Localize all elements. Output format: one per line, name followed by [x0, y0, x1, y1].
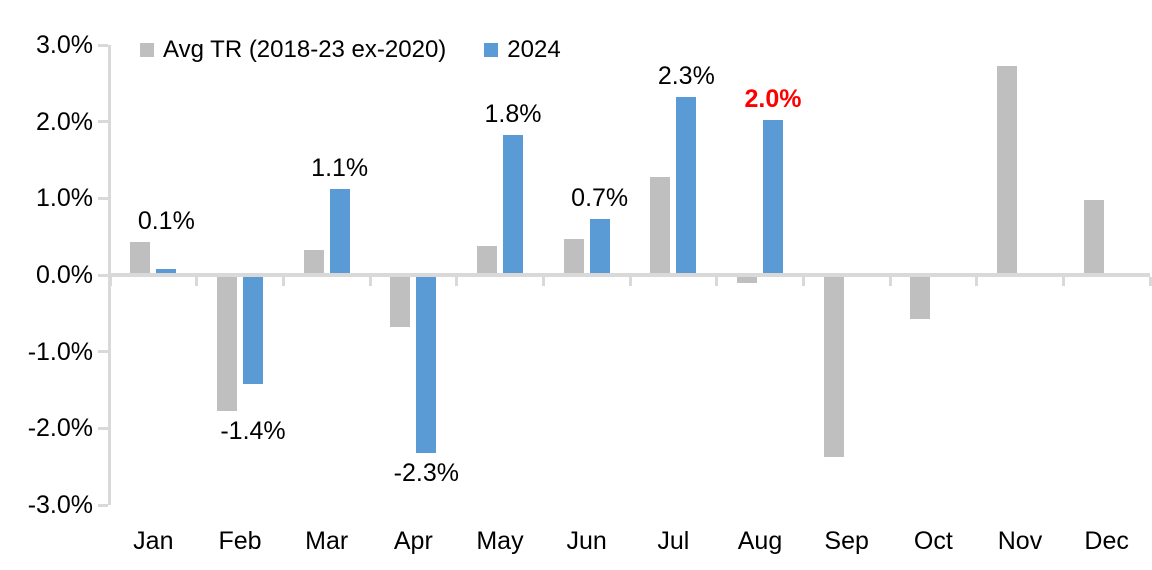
bar-avg-jun: [563, 238, 584, 273]
legend-item-2024: 2024: [484, 36, 561, 64]
data-label-mar: 1.1%: [311, 153, 369, 182]
x-axis-line: [108, 273, 1150, 277]
x-axis-tick: [975, 277, 979, 286]
data-label-jul: 2.3%: [657, 61, 715, 90]
x-axis-label-dec: Dec: [1084, 527, 1129, 555]
y-axis-tick-label: -1.0%: [27, 337, 93, 366]
data-label-apr: -2.3%: [393, 459, 459, 488]
x-axis-tick: [801, 277, 805, 286]
bar-avg-feb: [217, 277, 237, 412]
legend: Avg TR (2018-23 ex-2020) 2024: [140, 36, 561, 64]
bar-avg-mar: [303, 250, 324, 273]
x-axis-label-may: May: [476, 527, 524, 555]
x-axis-label-jan: Jan: [133, 527, 174, 555]
x-axis-label-apr: Apr: [393, 527, 433, 555]
data-label-feb: -1.4%: [220, 417, 286, 446]
x-axis-tick: [195, 277, 199, 286]
bar-2024-jun: [589, 219, 610, 273]
x-axis-label-jul: Jul: [657, 527, 690, 555]
bar-avg-oct: [910, 277, 931, 320]
data-label-jun: 0.7%: [571, 184, 629, 213]
data-label-may: 1.8%: [484, 100, 542, 128]
x-axis-label-sep: Sep: [824, 527, 869, 555]
y-axis-tick-label: 0.0%: [36, 261, 93, 289]
y-axis-tick: [98, 503, 108, 507]
bar-avg-apr: [390, 277, 411, 327]
x-axis-tick: [455, 277, 459, 286]
bar-avg-nov: [997, 66, 1017, 273]
x-axis-tick: [1148, 277, 1152, 286]
legend-item-avg-tr: Avg TR (2018-23 ex-2020): [140, 36, 446, 64]
legend-swatch-2024: [484, 43, 499, 57]
y-axis-tick: [98, 350, 108, 354]
y-axis-tick-label: 3.0%: [36, 31, 93, 59]
y-axis-tick-label: 2.0%: [36, 107, 93, 136]
legend-label-avg-tr: Avg TR (2018-23 ex-2020): [163, 36, 447, 63]
bar-2024-mar: [329, 188, 350, 273]
x-axis-tick: [541, 277, 545, 286]
y-axis-tick: [98, 426, 108, 430]
x-axis-tick: [628, 277, 632, 286]
y-axis-tick: [98, 43, 108, 47]
bar-avg-may: [477, 246, 497, 273]
x-axis-label-jun: Jun: [566, 527, 607, 555]
bar-avg-sep: [823, 277, 844, 458]
x-axis-tick: [108, 277, 112, 286]
bar-2024-aug: [763, 119, 783, 273]
bar-avg-jul: [650, 177, 671, 273]
x-axis-tick: [368, 277, 372, 286]
legend-swatch-gray: [140, 43, 154, 57]
x-axis-label-mar: Mar: [305, 527, 349, 555]
y-axis-tick-label: -3.0%: [27, 491, 93, 519]
x-axis-tick: [715, 277, 719, 286]
y-axis-tick: [98, 273, 108, 277]
y-axis-tick: [98, 120, 108, 124]
x-axis-label-aug: Aug: [737, 527, 783, 555]
bar-2024-jan: [156, 269, 177, 273]
bar-avg-dec: [1083, 200, 1104, 273]
data-label-jan: 0.1%: [137, 207, 195, 236]
y-axis-tick-label: 1.0%: [36, 184, 93, 213]
data-label-aug: 2.0%: [744, 84, 802, 113]
y-axis-tick: [98, 196, 108, 200]
x-axis-tick: [888, 277, 892, 286]
bar-avg-aug: [737, 277, 757, 284]
x-axis-label-oct: Oct: [913, 527, 953, 555]
legend-label-2024: 2024: [507, 36, 561, 63]
x-axis-tick: [281, 277, 285, 286]
bar-avg-jan: [130, 242, 151, 273]
bar-2024-apr: [416, 277, 437, 454]
x-axis-label-feb: Feb: [218, 527, 262, 555]
y-axis-tick-label: -2.0%: [27, 414, 93, 443]
bar-2024-jul: [676, 96, 697, 273]
x-axis-tick: [1061, 277, 1065, 286]
bar-2024-may: [503, 135, 523, 273]
x-axis-label-nov: Nov: [997, 527, 1043, 555]
bar-2024-feb: [243, 277, 263, 385]
